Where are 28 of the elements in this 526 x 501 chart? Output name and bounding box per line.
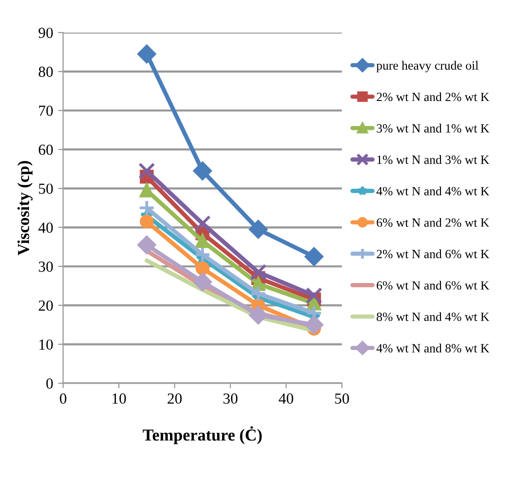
legend-label: 3% wt N and 1% wt K <box>376 124 490 133</box>
x-tick-label: 0 <box>60 393 66 404</box>
y-tick-label: 0 <box>46 378 53 389</box>
y-tick-label: 90 <box>38 28 53 38</box>
legend-label: 6% wt N and 2% wt K <box>376 218 490 227</box>
y-tick-label: 60 <box>38 144 53 155</box>
legend-label: 4% wt N and 8% wt K <box>376 344 490 352</box>
y-tick-label: 80 <box>38 66 53 77</box>
y-tick-label: 70 <box>39 106 53 116</box>
x-tick-label: 10 <box>112 393 126 404</box>
y-axis-title: Viscosity (cp) <box>17 161 33 256</box>
y-tick-label: 40 <box>38 222 53 233</box>
legend-label: 1% wt N and 3% wt K <box>377 155 490 164</box>
legend-label: pure heavy crude oil <box>376 60 478 72</box>
y-tick-label: 30 <box>38 262 53 272</box>
x-tick-label: 20 <box>168 393 182 404</box>
x-tick-label: 50 <box>335 393 349 404</box>
legend-label: 6% wt N and 6% wt K <box>376 280 490 290</box>
x-tick-label: 30 <box>223 393 238 404</box>
x-axis-title: Temperature (Ċ) <box>142 426 262 444</box>
legend-label: 4% wt N and 4% wt K <box>376 186 490 196</box>
y-tick-label: 10 <box>39 339 53 350</box>
y-tick-label: 50 <box>39 184 53 194</box>
x-tick-label: 40 <box>278 393 294 404</box>
y-tick-label: 20 <box>38 300 53 311</box>
legend-label: 8% wt N and 4% wt K <box>376 312 490 322</box>
legend-label: 2% wt N and 6% wt K <box>376 249 490 258</box>
legend-label: 2% wt N and 2% wt K <box>376 92 490 102</box>
